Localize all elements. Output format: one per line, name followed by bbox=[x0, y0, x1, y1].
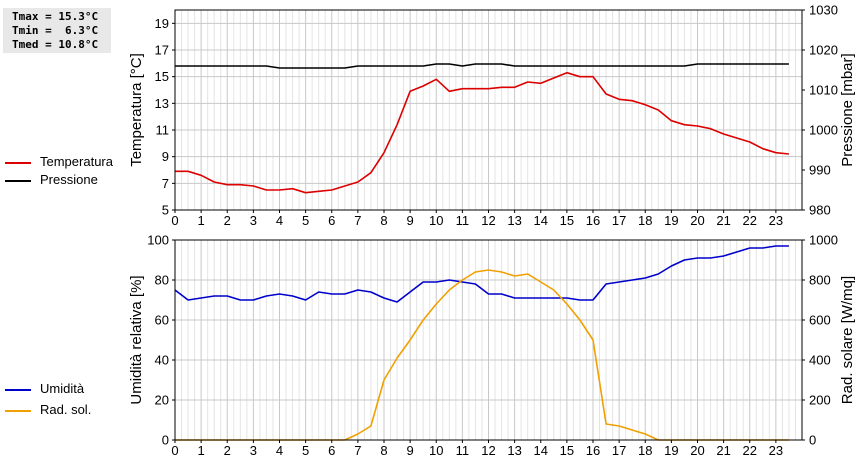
x-tick-label: 9 bbox=[407, 213, 414, 228]
y2-tick-label: 980 bbox=[809, 203, 831, 218]
x-tick-label: 2 bbox=[224, 213, 231, 228]
x-tick-label: 4 bbox=[276, 213, 283, 228]
x-tick-label: 20 bbox=[690, 213, 704, 228]
stats-line-tmed: Tmed = 10.8°C bbox=[12, 38, 99, 51]
y-tick-label: 20 bbox=[155, 393, 169, 408]
y2-axis-title: Rad. solare [W/mq] bbox=[839, 276, 856, 404]
x-tick-label: 16 bbox=[586, 213, 600, 228]
x-tick-label: 23 bbox=[769, 213, 783, 228]
y2-tick-label: 1010 bbox=[809, 83, 838, 98]
y-tick-label: 11 bbox=[156, 123, 170, 138]
y2-tick-label: 600 bbox=[809, 313, 831, 328]
y-tick-label: 0 bbox=[162, 433, 169, 448]
y-axis-title: Temperatura [°C] bbox=[128, 53, 145, 167]
x-tick-label: 14 bbox=[534, 213, 548, 228]
x-tick-label: 7 bbox=[354, 443, 361, 458]
x-tick-label: 10 bbox=[429, 213, 443, 228]
x-tick-label: 10 bbox=[429, 443, 443, 458]
x-tick-label: 6 bbox=[328, 443, 335, 458]
chart-1: 0 1 2 3 4 5 6 7 8 9 10 11 12 13 14 15 16 17 18 19 20 21 22 2357… bbox=[128, 3, 856, 229]
legend-swatch-pressione bbox=[5, 180, 31, 182]
x-tick-label: 14 bbox=[534, 443, 548, 458]
y-tick-label: 15 bbox=[155, 69, 169, 84]
y-tick-label: 100 bbox=[147, 233, 169, 248]
stats-box: Tmax = 15.3°C Tmin = 6.3°C Tmed = 10.8°C bbox=[3, 8, 111, 53]
x-tick-label: 7 bbox=[354, 213, 361, 228]
x-tick-label: 5 bbox=[302, 443, 309, 458]
y-tick-label: 13 bbox=[155, 96, 169, 111]
x-tick-label: 1 bbox=[198, 443, 205, 458]
x-tick-label: 3 bbox=[250, 443, 257, 458]
x-tick-label: 21 bbox=[716, 443, 730, 458]
y2-tick-label: 990 bbox=[809, 163, 831, 178]
y-tick-label: 9 bbox=[162, 149, 169, 164]
x-tick-label: 13 bbox=[507, 443, 521, 458]
x-tick-label: 5 bbox=[302, 213, 309, 228]
x-tick-label: 6 bbox=[328, 213, 335, 228]
y2-tick-label: 0 bbox=[809, 433, 816, 448]
y-axis-title: Umidità relativa [%] bbox=[128, 275, 145, 404]
x-tick-label: 17 bbox=[612, 213, 626, 228]
x-tick-label: 0 bbox=[171, 443, 178, 458]
y-tick-label: 40 bbox=[155, 353, 169, 368]
x-tick-label: 16 bbox=[586, 443, 600, 458]
stats-line-tmin: Tmin = 6.3°C bbox=[12, 24, 99, 37]
series-line-2 bbox=[175, 63, 789, 69]
y-tick-label: 17 bbox=[155, 43, 169, 58]
x-tick-label: 19 bbox=[664, 443, 678, 458]
x-tick-label: 1 bbox=[198, 213, 205, 228]
legend-bottom: Umidità Rad. sol. bbox=[5, 381, 135, 417]
x-tick-label: 9 bbox=[407, 443, 414, 458]
legend-label-pressione: Pressione bbox=[40, 172, 98, 187]
legend-swatch-umidita bbox=[5, 389, 31, 391]
series-line-1 bbox=[174, 245, 789, 303]
legend-label-temperatura: Temperatura bbox=[40, 154, 113, 169]
x-tick-label: 8 bbox=[380, 443, 387, 458]
x-tick-label: 3 bbox=[250, 213, 257, 228]
series-line-1 bbox=[175, 71, 789, 194]
y-tick-label: 80 bbox=[155, 273, 169, 288]
y-tick-label: 19 bbox=[155, 16, 169, 31]
legend-label-umidita: Umidità bbox=[40, 381, 85, 396]
x-tick-label: 17 bbox=[612, 443, 626, 458]
chart-2: 0 1 2 3 4 5 6 7 8 9 10 11 12 13 14 15 16 17 18 19 20 21 22 2302… bbox=[128, 233, 856, 459]
x-tick-label: 15 bbox=[560, 213, 574, 228]
x-tick-label: 19 bbox=[664, 213, 678, 228]
x-tick-label: 18 bbox=[638, 213, 652, 228]
y-tick-label: 5 bbox=[162, 203, 169, 218]
y2-tick-label: 400 bbox=[809, 353, 831, 368]
x-tick-label: 12 bbox=[481, 213, 495, 228]
y-tick-label: 7 bbox=[162, 176, 169, 191]
stats-line-tmax: Tmax = 15.3°C bbox=[12, 10, 99, 23]
x-tick-label: 8 bbox=[380, 213, 387, 228]
x-tick-label: 0 bbox=[171, 213, 178, 228]
x-tick-label: 4 bbox=[276, 443, 283, 458]
x-tick-label: 2 bbox=[224, 443, 231, 458]
legend-top: Temperatura Pressione bbox=[5, 154, 135, 188]
x-tick-label: 11 bbox=[456, 443, 470, 458]
y-tick-label: 60 bbox=[155, 313, 169, 328]
y2-tick-label: 1030 bbox=[809, 3, 838, 18]
x-tick-label: 11 bbox=[456, 213, 470, 228]
x-tick-label: 23 bbox=[769, 443, 783, 458]
y2-axis-title: Pressione [mbar] bbox=[839, 53, 856, 166]
x-tick-label: 22 bbox=[743, 443, 757, 458]
y2-tick-label: 200 bbox=[809, 393, 831, 408]
x-tick-label: 13 bbox=[507, 213, 521, 228]
y2-tick-label: 1000 bbox=[809, 123, 838, 138]
legend-label-rad-sol: Rad. sol. bbox=[40, 402, 92, 417]
x-tick-label: 22 bbox=[743, 213, 757, 228]
x-tick-label: 12 bbox=[481, 443, 495, 458]
legend-swatch-temperatura bbox=[5, 162, 31, 164]
y2-tick-label: 800 bbox=[809, 273, 831, 288]
x-tick-label: 18 bbox=[638, 443, 652, 458]
y2-tick-label: 1020 bbox=[809, 43, 838, 58]
legend-swatch-rad-sol bbox=[5, 410, 31, 412]
x-tick-label: 20 bbox=[690, 443, 704, 458]
x-tick-label: 15 bbox=[560, 443, 574, 458]
y2-tick-label: 1000 bbox=[809, 233, 838, 248]
x-tick-label: 21 bbox=[716, 213, 730, 228]
